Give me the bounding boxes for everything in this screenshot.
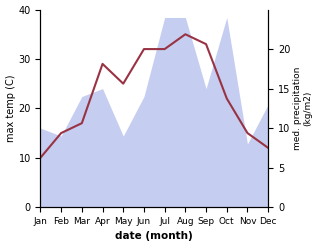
X-axis label: date (month): date (month): [115, 231, 193, 242]
Y-axis label: max temp (C): max temp (C): [5, 75, 16, 142]
Y-axis label: med. precipitation
(kg/m2): med. precipitation (kg/m2): [293, 67, 313, 150]
